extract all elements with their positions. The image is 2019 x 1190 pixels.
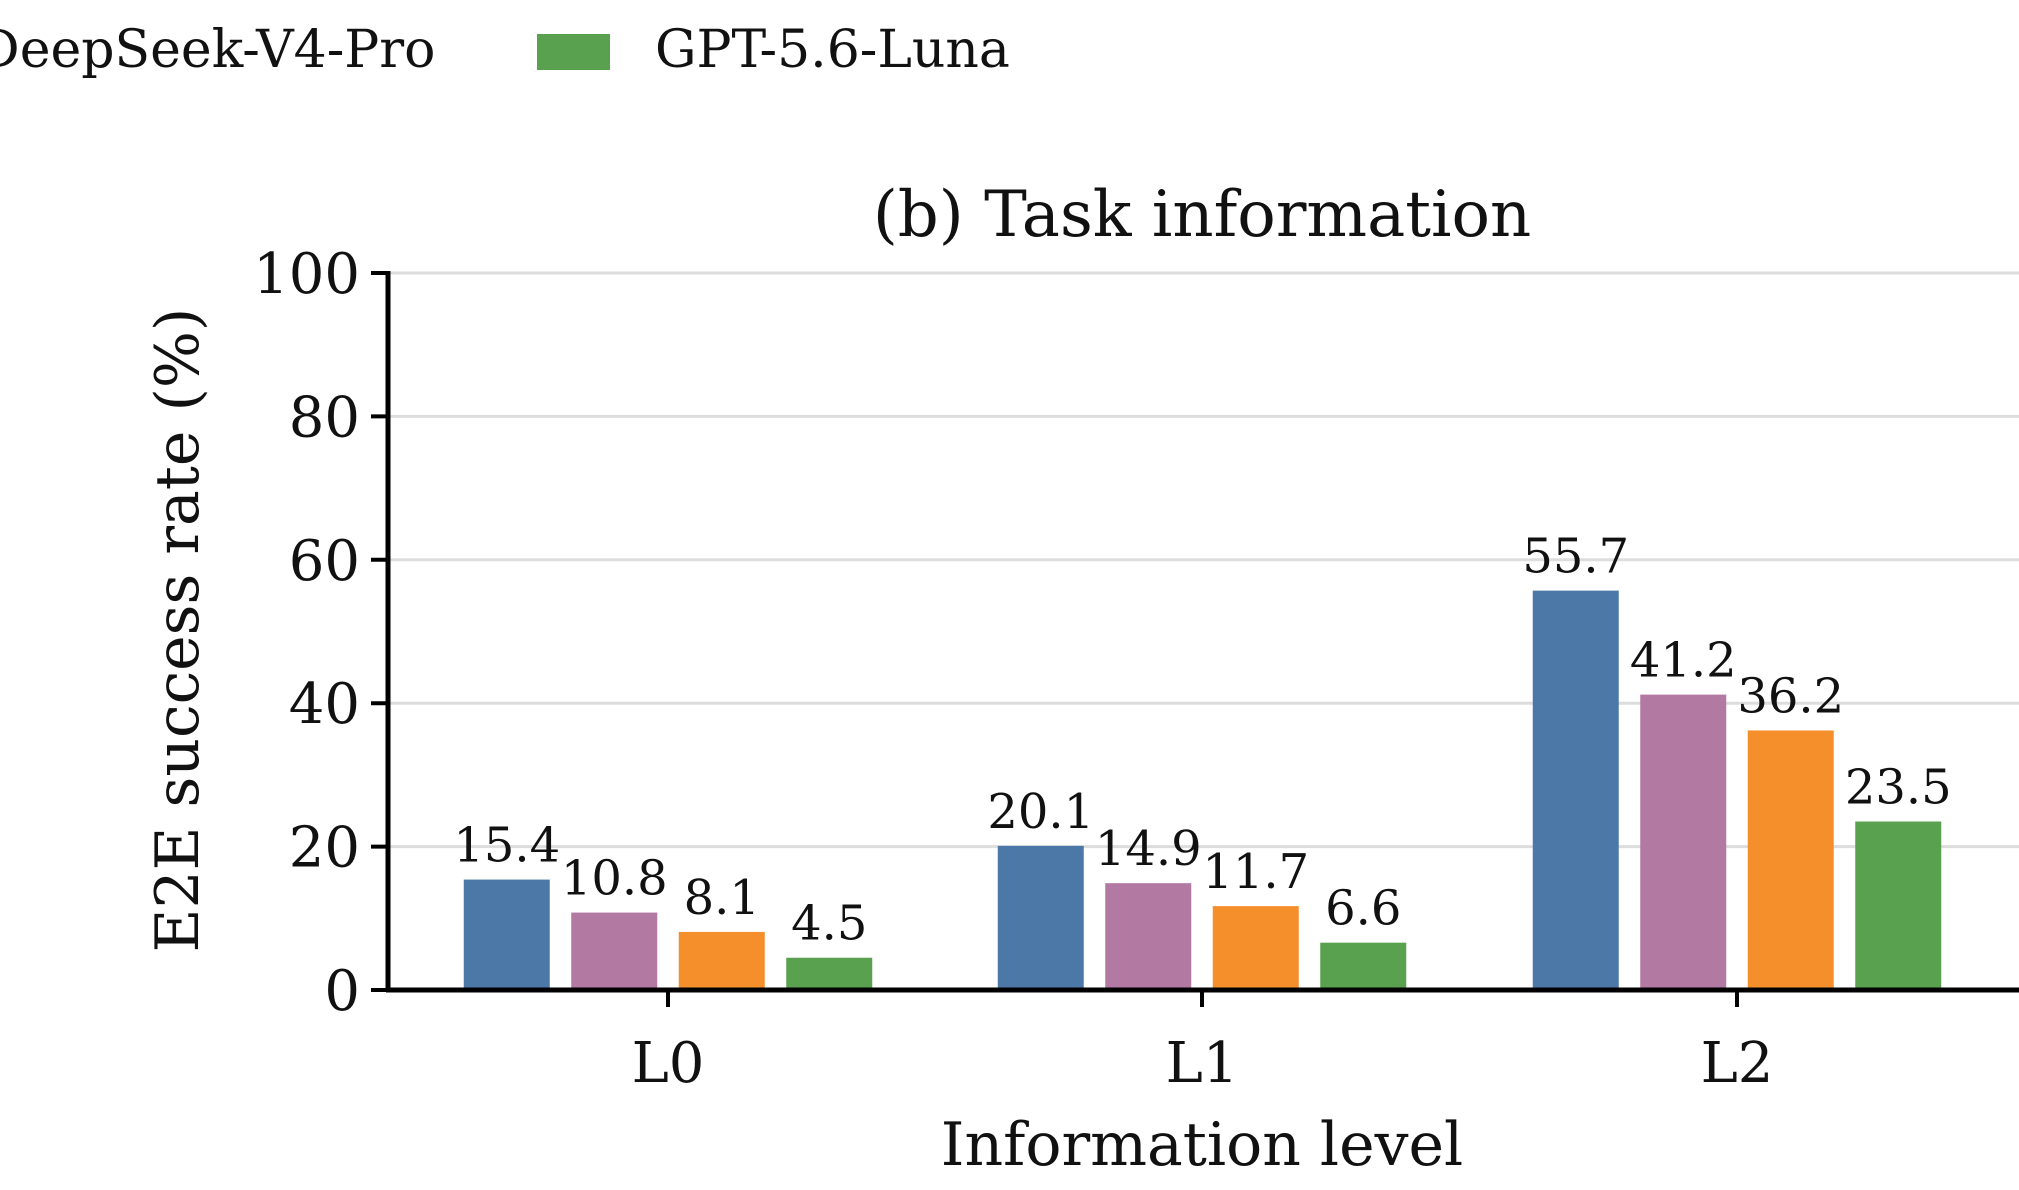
bars — [463, 590, 1942, 990]
value-label-l2-series-3: 36.2 — [1737, 668, 1844, 724]
y-tick-label-0: 0 — [324, 959, 360, 1024]
bar-l0-series-4 — [786, 957, 873, 990]
y-tick-label-80: 80 — [289, 385, 360, 450]
bar-l0-series-3 — [678, 931, 765, 990]
bar-l1-series-3 — [1212, 906, 1299, 990]
value-labels: 15.4 20.1 55.7 10.8 14.9 41.2 8.1 11.7 36.2 4.5 6.… — [453, 529, 1951, 952]
bar-l1-series-2 — [1105, 883, 1192, 990]
value-label-l0-series-4: 4.5 — [791, 896, 867, 952]
y-tick-label-100: 100 — [253, 242, 360, 307]
y-tick-label-40: 40 — [289, 672, 360, 737]
value-label-l1-series-4: 6.6 — [1325, 881, 1401, 937]
legend: DeepSeek-V4-Pro GPT-5.6-Luna — [0, 20, 1010, 80]
value-label-l1-series-2: 14.9 — [1095, 821, 1202, 877]
bar-l2-series-1 — [1532, 590, 1619, 990]
bar-l0-series-2 — [571, 912, 658, 990]
legend-swatch-series-4 — [537, 34, 610, 70]
bar-l2-series-2 — [1640, 694, 1727, 990]
bar-l1-series-4 — [1320, 942, 1407, 990]
value-label-l1-series-3: 11.7 — [1202, 844, 1309, 900]
x-tick-label-l2: L2 — [1701, 1031, 1774, 1096]
value-label-l2-series-4: 23.5 — [1845, 760, 1952, 816]
legend-label-series-1: DeepSeek-V4-Pro — [0, 20, 435, 80]
chart-title: (b) Task information — [873, 178, 1531, 252]
bar-l0-series-1 — [463, 879, 550, 990]
bar-l2-series-4 — [1855, 821, 1942, 990]
x-tick-label-l1: L1 — [1166, 1031, 1239, 1096]
y-axis-label: E2E success rate (%) — [143, 308, 213, 953]
value-label-l1-series-1: 20.1 — [987, 784, 1094, 840]
bar-l1-series-1 — [997, 845, 1084, 990]
gridlines — [388, 271, 2019, 849]
bar-l2-series-3 — [1747, 730, 1834, 990]
y-tick-label-20: 20 — [289, 816, 360, 881]
x-tick-label-l0: L0 — [632, 1031, 705, 1096]
y-tick-label-60: 60 — [289, 529, 360, 594]
value-label-l2-series-2: 41.2 — [1630, 633, 1737, 689]
value-label-l0-series-1: 15.4 — [453, 818, 560, 874]
value-label-l0-series-2: 10.8 — [561, 851, 668, 907]
axes: 0 20 40 60 80 100 L0 L1 L2 — [253, 242, 2019, 1096]
x-axis-label: Information level — [941, 1110, 1463, 1180]
legend-label-series-4: GPT-5.6-Luna — [655, 20, 1010, 80]
value-label-l2-series-1: 55.7 — [1522, 529, 1629, 585]
value-label-l0-series-3: 8.1 — [684, 870, 760, 926]
